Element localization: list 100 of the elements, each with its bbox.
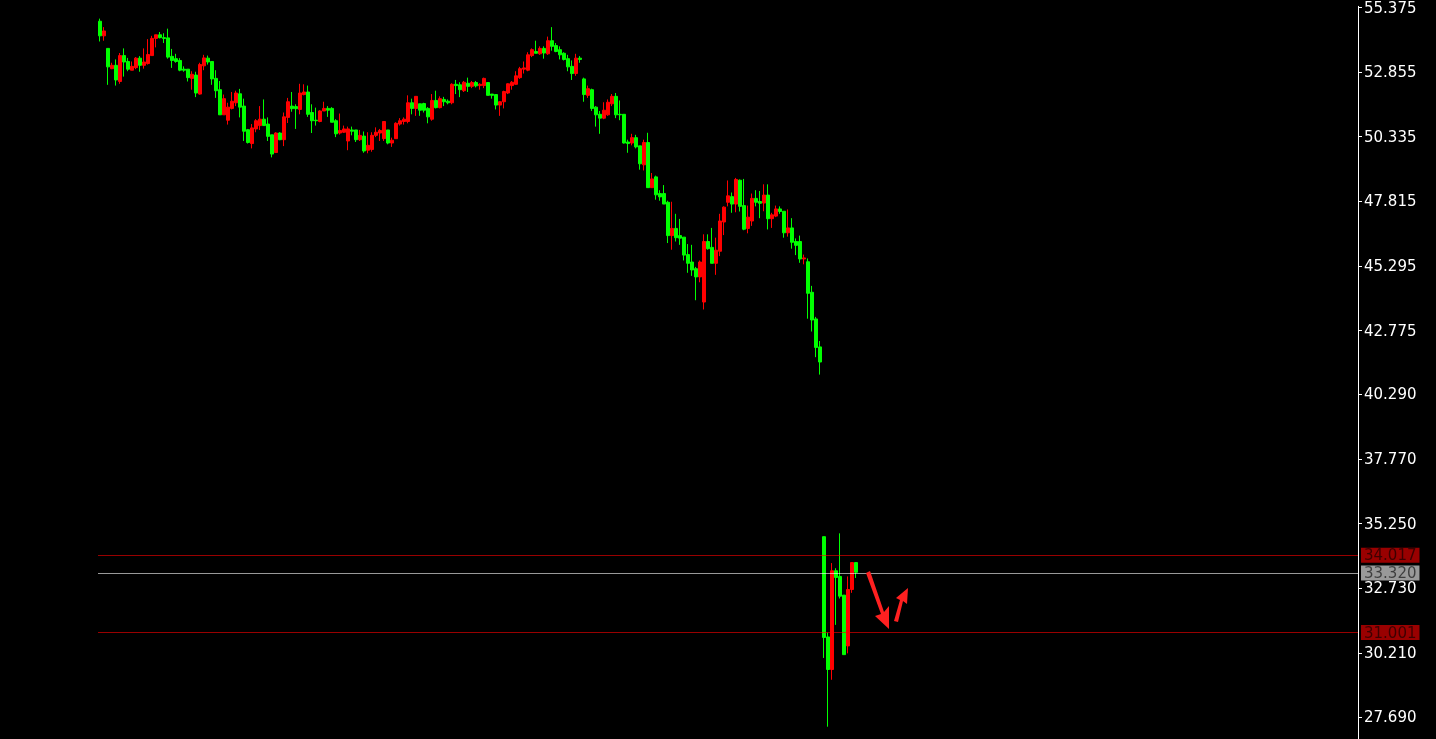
candlestick [602,101,606,120]
candlestick [406,94,410,124]
candlestick [442,96,446,107]
candlestick [614,92,618,119]
y-tick-label: 50.335 [1364,127,1417,146]
candlestick [758,190,762,219]
candlestick [762,183,766,212]
candlestick [534,40,538,54]
candlestick [830,562,834,681]
candlestick [250,123,254,149]
y-tick-label: 40.290 [1364,385,1417,404]
candlestick [390,137,394,148]
candlestick [382,120,386,142]
candlestick [482,77,486,89]
candlestick [394,121,398,140]
candlestick [362,130,366,154]
candlestick [434,90,438,109]
candlestick [190,70,194,91]
candlestick [454,79,458,95]
candlestick [474,80,478,88]
candlestick [118,52,122,85]
candlestick [426,106,430,124]
candlestick [570,59,574,81]
candlestick [526,51,530,72]
candlestick [574,53,578,77]
candlestick [130,60,134,71]
candlestick [178,57,182,72]
candlestick [782,210,786,239]
candlestick [418,103,422,117]
candlestick [854,562,858,579]
candlestick [158,31,162,39]
ref-line-label: 34.017 [1364,546,1417,565]
candlestick [370,131,374,153]
candlestick [358,129,362,142]
candlestick [110,62,114,70]
y-tick-label: 47.815 [1364,192,1417,211]
candlestick [558,45,562,60]
candlestick [466,77,470,93]
candlestick [114,58,118,87]
candlestick [446,98,450,105]
candlestick [386,129,390,145]
candlestick [802,254,806,265]
candlestick [458,81,462,98]
y-tick-label: 30.210 [1364,643,1417,662]
candlestick [670,201,674,251]
candlestick [234,90,238,107]
candlestick [462,80,466,93]
candlestick [642,139,646,171]
candlestick [138,55,142,73]
candlestick [122,47,126,78]
ref-line-label: 31.001 [1364,623,1417,642]
candlestick [134,56,138,70]
candlestick [542,45,546,60]
candlestick [606,98,610,117]
candlestick [470,80,474,89]
candlestick [650,172,654,189]
candlestick [450,82,454,105]
candlestick [582,77,586,103]
candlestick [710,227,714,264]
y-tick-label: 37.770 [1364,449,1417,468]
candlestick [702,233,706,310]
candlestick [546,36,550,56]
candlestick [338,113,342,136]
candlestick [578,55,582,64]
candlestick [106,47,110,86]
candlestick [730,192,734,214]
candlestick [798,235,802,264]
candlestick [486,82,490,96]
candlestick [786,208,790,238]
candlestick [194,71,198,98]
candlestick [146,38,150,66]
y-tick-label: 42.775 [1364,321,1417,340]
candlestick [494,94,498,110]
candlestick [630,133,634,146]
candlestick [742,178,746,231]
candlestick [186,68,190,82]
candlestick [438,95,442,109]
candlestick [410,98,414,115]
candlestick [654,175,658,201]
candlestick [346,126,350,151]
candlestick [430,93,434,122]
candlestick [646,132,650,189]
candlestick [366,131,370,154]
candlestick [298,83,302,115]
candlestick [98,18,102,42]
candlestick [258,105,262,131]
y-tick-label: 52.855 [1364,63,1417,82]
candlestick [538,45,542,56]
y-tick-label: 45.295 [1364,256,1417,275]
candlestick [478,82,482,91]
candlestick [274,131,278,154]
candlestick [674,213,678,242]
y-tick-label: 55.375 [1364,0,1417,17]
candlestick [586,85,590,99]
y-tick-label: 27.690 [1364,708,1417,727]
candlestick [550,26,554,52]
candlestick [354,129,358,143]
candlestick [102,26,106,42]
candlestick [598,110,602,135]
candlestick [514,70,518,86]
